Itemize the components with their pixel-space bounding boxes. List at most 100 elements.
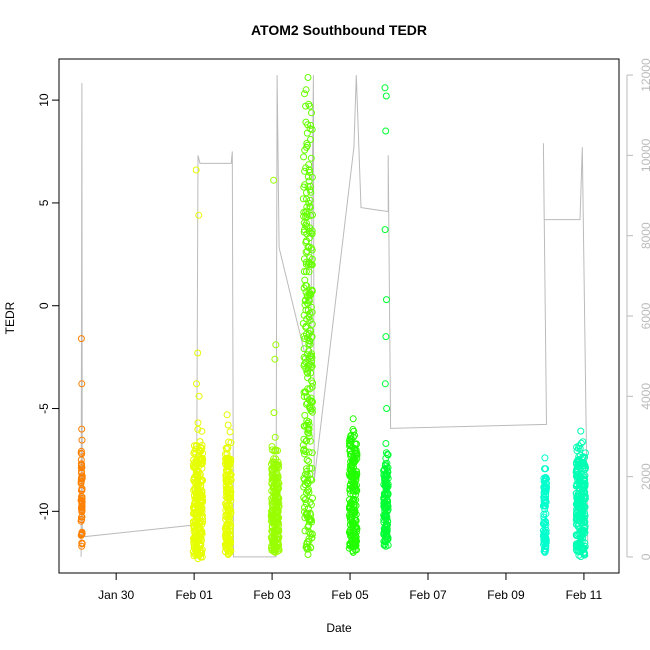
data-point <box>307 154 315 162</box>
data-point <box>349 497 357 505</box>
data-point <box>305 535 313 543</box>
data-point <box>381 523 389 531</box>
point-cluster <box>380 84 392 550</box>
data-point <box>383 525 391 533</box>
data-point <box>301 167 309 175</box>
outlier-point <box>381 84 389 92</box>
data-point <box>273 461 281 468</box>
outlier-point <box>305 425 313 433</box>
data-point <box>305 421 313 429</box>
outlier-point <box>381 380 389 388</box>
outlier-point <box>383 405 391 412</box>
data-point <box>198 505 206 513</box>
data-point <box>575 456 583 463</box>
outlier-point <box>304 121 312 129</box>
data-point <box>542 492 550 500</box>
data-point <box>347 435 355 443</box>
data-point <box>308 449 316 457</box>
data-point <box>223 445 231 453</box>
data-point <box>222 444 230 452</box>
data-point <box>382 440 390 447</box>
data-point <box>304 300 312 307</box>
data-point <box>199 518 207 526</box>
data-point <box>226 537 234 545</box>
data-point <box>577 427 585 435</box>
data-point <box>349 426 357 433</box>
data-point <box>303 330 310 338</box>
x-tick-label: Feb 09 <box>487 588 525 602</box>
data-point <box>541 487 549 495</box>
data-point <box>193 500 201 508</box>
data-point <box>304 173 312 181</box>
outlier-point <box>303 143 310 151</box>
y2-tick-label: 2000 <box>639 463 650 490</box>
y-tick-label: 5 <box>37 199 51 206</box>
outlier-point <box>195 211 203 219</box>
data-point <box>190 534 198 542</box>
data-point <box>540 477 548 485</box>
data-point <box>542 527 550 534</box>
data-point <box>225 512 233 520</box>
outlier-point <box>303 203 311 211</box>
data-point <box>303 467 311 475</box>
data-point <box>380 471 388 479</box>
data-point <box>301 503 308 511</box>
outlier-point <box>302 86 310 94</box>
data-point <box>192 544 200 552</box>
data-point <box>300 228 308 236</box>
data-point <box>577 540 585 548</box>
data-point <box>353 528 360 536</box>
data-point <box>309 494 316 502</box>
data-point <box>77 447 85 455</box>
outlier-point <box>383 296 390 304</box>
data-point <box>384 480 392 488</box>
data-point <box>227 471 235 479</box>
point-cluster <box>77 335 86 550</box>
outlier-point <box>302 322 310 330</box>
data-point <box>304 74 312 81</box>
x-tick-label: Feb 05 <box>331 588 369 602</box>
data-point <box>307 188 315 196</box>
data-point <box>78 485 86 493</box>
data-point <box>301 411 309 419</box>
outlier-point <box>382 333 390 341</box>
data-point <box>581 518 589 526</box>
data-point <box>308 362 316 370</box>
data-point <box>308 408 316 416</box>
data-point <box>308 320 316 328</box>
data-point <box>303 247 311 255</box>
data-point <box>197 506 205 514</box>
data-point <box>300 153 308 161</box>
data-point <box>224 485 232 493</box>
data-point <box>575 453 583 461</box>
data-point <box>577 553 585 561</box>
data-point <box>304 551 312 558</box>
data-point <box>573 496 581 504</box>
outlier-point <box>193 380 200 388</box>
outlier-point <box>270 409 278 417</box>
data-point <box>577 548 585 556</box>
data-point <box>306 326 314 334</box>
data-point <box>195 446 203 454</box>
data-point <box>269 502 277 510</box>
data-point <box>223 525 231 533</box>
data-point <box>351 520 359 528</box>
data-point <box>306 385 314 393</box>
data-point <box>191 504 199 512</box>
data-point <box>306 437 314 445</box>
data-point <box>78 505 86 513</box>
data-point <box>194 425 202 433</box>
data-point <box>267 513 275 521</box>
data-point <box>304 306 312 314</box>
data-point <box>190 476 198 484</box>
x-axis-label: Date <box>326 621 352 635</box>
data-point <box>270 538 277 546</box>
data-point <box>384 490 392 498</box>
outlier-point <box>306 234 313 242</box>
data-point <box>198 546 206 554</box>
data-point <box>573 516 581 524</box>
data-point <box>197 541 205 549</box>
data-point <box>578 485 586 493</box>
data-point <box>273 507 281 515</box>
data-point <box>78 469 85 477</box>
